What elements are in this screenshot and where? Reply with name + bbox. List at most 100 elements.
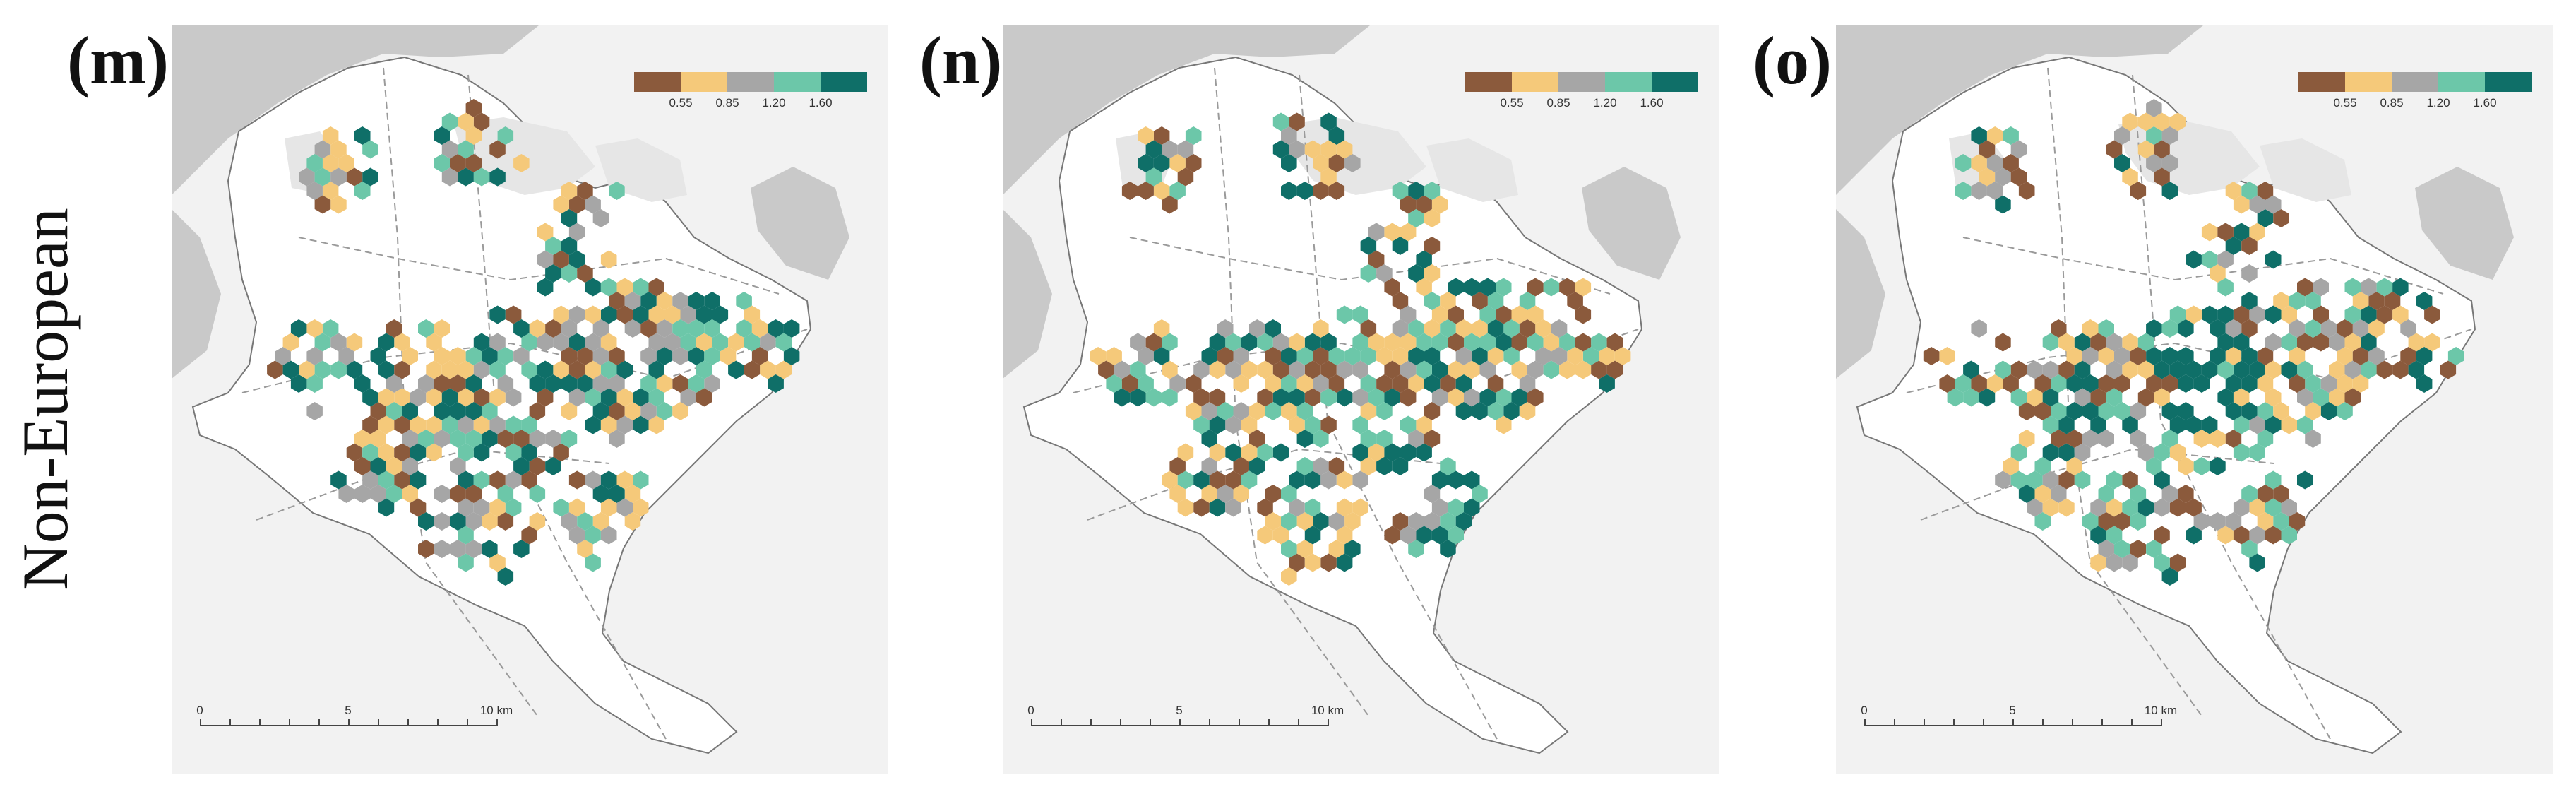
hex-cell: [2257, 347, 2274, 365]
hex-cell: [1328, 182, 1345, 200]
hex-cell: [473, 498, 490, 517]
hex-cell: [640, 292, 657, 310]
hex-cell: [458, 498, 474, 517]
hex-cell: [489, 140, 506, 159]
hex-cell: [1162, 360, 1178, 379]
hex-cell: [410, 388, 427, 407]
hex-cell: [1519, 319, 1536, 338]
hex-cell: [346, 333, 363, 352]
hex-cell: [1320, 112, 1337, 131]
hex-cell: [2193, 457, 2210, 475]
hex-cell: [2154, 443, 2170, 462]
hex-cell: [2201, 360, 2218, 379]
hex-cell: [354, 182, 371, 200]
legend-swatch: [634, 72, 681, 92]
hex-cell: [1416, 333, 1432, 352]
hex-cell: [418, 540, 434, 558]
hex-cell: [2297, 333, 2313, 352]
hex-cell: [529, 319, 546, 338]
hex-cell: [1304, 140, 1321, 159]
hex-cell: [1169, 457, 1186, 475]
hex-cell: [458, 415, 474, 434]
hex-cell: [624, 402, 641, 420]
hex-cell: [561, 182, 578, 200]
hex-cell: [426, 388, 442, 407]
hex-cell: [473, 470, 490, 490]
hex-cell: [1153, 319, 1170, 338]
hex-cell: [1472, 485, 1488, 503]
hex-cell: [545, 319, 561, 338]
hex-cell: [680, 388, 696, 407]
hex-cell: [1265, 319, 1281, 338]
hex-cell: [2225, 237, 2242, 255]
legend-swatch: [1558, 72, 1605, 92]
hex-cell: [2122, 553, 2138, 572]
legend-swatch: [681, 72, 727, 92]
hex-cell: [497, 567, 514, 586]
hex-cell: [1591, 360, 1607, 379]
hex-cell: [330, 195, 347, 214]
hex-cell: [680, 333, 696, 352]
hex-cell: [1241, 360, 1258, 379]
hex-cell: [2161, 567, 2178, 586]
hex-cell: [2186, 250, 2202, 269]
hex-cell: [1281, 374, 1297, 393]
hex-cell: [1272, 443, 1289, 462]
hex-cell: [450, 512, 466, 531]
hex-cell: [1384, 278, 1400, 297]
hex-cell: [1392, 182, 1409, 200]
hex-cell: [640, 402, 657, 420]
hex-cell: [1304, 498, 1321, 517]
hex-cell: [2257, 374, 2274, 393]
hex-cell: [656, 292, 673, 310]
hex-cell: [505, 443, 522, 462]
hex-cell: [2352, 374, 2369, 393]
hex-cell: [521, 443, 537, 462]
scale-bar-tick: [496, 719, 498, 726]
hex-cell: [2273, 402, 2289, 420]
hex-cell: [497, 485, 514, 503]
hex-cell: [2249, 553, 2265, 572]
hex-cell: [1233, 402, 1249, 420]
hex-cell: [1591, 333, 1607, 352]
hex-cell: [1225, 333, 1241, 352]
hex-cell: [1289, 415, 1305, 434]
hex-cell: [1249, 319, 1265, 338]
hex-cell: [1979, 388, 1996, 407]
hex-cell: [2217, 526, 2234, 545]
hex-cell: [1289, 333, 1305, 352]
hex-cell: [450, 402, 466, 420]
hex-cell: [2154, 140, 2170, 159]
hex-cell: [2114, 154, 2130, 172]
hex-cell: [2329, 333, 2345, 352]
hex-cell: [489, 498, 506, 517]
hex-cell: [465, 374, 482, 393]
hex-cell: [2281, 360, 2297, 379]
hex-cell: [354, 485, 371, 503]
hex-cell: [1455, 347, 1472, 365]
hex-cell: [2193, 374, 2210, 393]
hex-cell: [585, 278, 601, 297]
hex-cell: [2225, 430, 2242, 448]
hex-cell: [1185, 374, 1202, 393]
hex-cell: [458, 526, 474, 545]
hex-cell: [2408, 333, 2425, 352]
hex-cell: [2313, 333, 2329, 352]
hex-cell: [1408, 540, 1424, 558]
hex-cell: [1336, 526, 1353, 545]
hex-cell: [1431, 360, 1448, 379]
hex-cell: [1408, 264, 1424, 283]
hex-cell: [616, 360, 633, 379]
hex-cell: [2241, 540, 2258, 558]
hex-cell: [1575, 305, 1592, 324]
scale-bar: 0 5 10 km: [1027, 704, 1344, 732]
hex-cell: [1527, 388, 1544, 407]
hex-cell: [1464, 333, 1480, 352]
hex-cell: [1487, 292, 1504, 310]
hex-cell: [2400, 347, 2416, 365]
hex-cell: [2329, 360, 2345, 379]
district-boundary: [1299, 74, 1498, 740]
hex-cell: [2106, 140, 2123, 159]
hex-cell: [751, 319, 768, 338]
hex-cell: [2305, 430, 2321, 448]
